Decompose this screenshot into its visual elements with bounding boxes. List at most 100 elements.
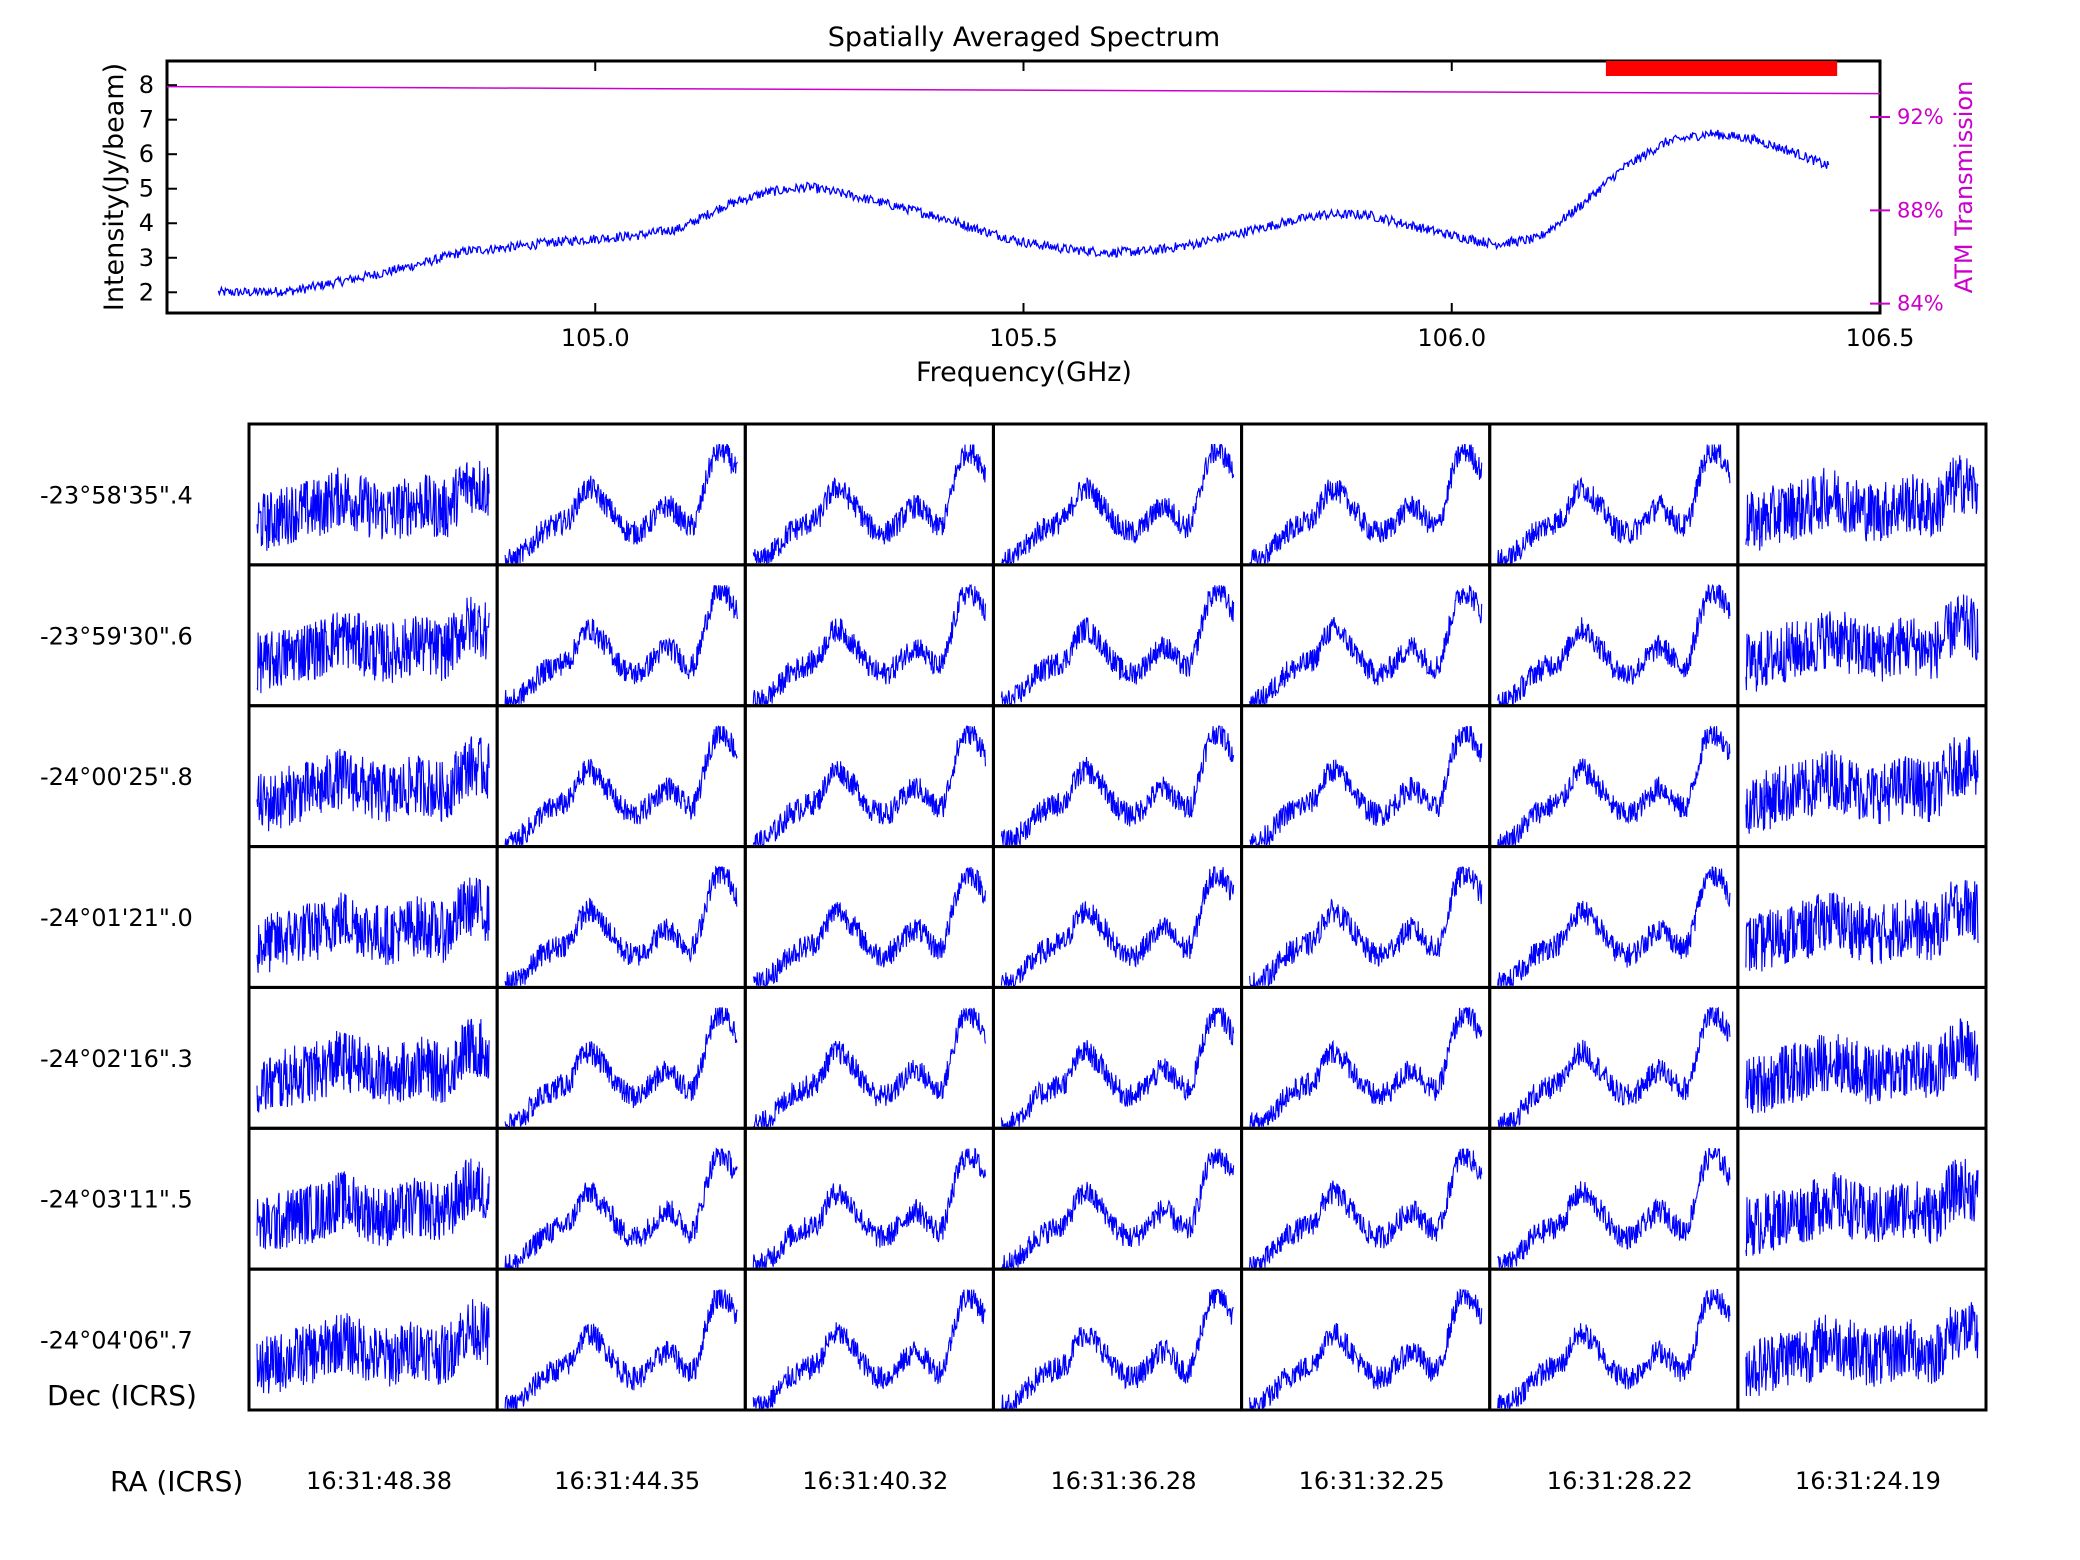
y-tick-label: 2	[139, 278, 154, 306]
x-tick-label: 106.5	[1846, 324, 1915, 352]
cell-spectrum	[1745, 594, 1979, 692]
cell-frame	[1488, 845, 1740, 989]
cell-spectrum	[256, 460, 490, 551]
cell-frame	[1240, 1126, 1492, 1271]
spectral-map-grid: -23°58'35".4 -23°59'30".6 -24°00'25".8 -24°…	[40, 422, 1988, 1498]
grid-cell	[1736, 1267, 1988, 1412]
grid-cell	[247, 1267, 499, 1412]
x-tick-group: 105.0 105.5 106.0 106.5	[561, 61, 1914, 352]
y-tick-label: 8	[139, 71, 154, 99]
cell-spectrum	[752, 866, 986, 987]
cell-spectrum	[504, 1147, 738, 1268]
cell-spectrum	[256, 736, 490, 832]
cell-spectrum	[1249, 585, 1483, 706]
cell-frame	[743, 422, 995, 567]
grid-cell	[991, 563, 1244, 708]
grid-cell	[1736, 1126, 1988, 1271]
cell-spectrum	[752, 583, 986, 705]
y-tick-label: 4	[139, 209, 154, 237]
cell-spectrum	[1000, 1007, 1235, 1129]
cell-frame	[1488, 1267, 1740, 1412]
grid-cell	[1240, 1126, 1492, 1271]
y2-tick-label: 92%	[1897, 105, 1944, 129]
y-tick-label: 5	[139, 175, 154, 203]
grid-cell	[1240, 985, 1492, 1130]
cell-spectrum	[752, 725, 986, 846]
y-tick-label: 7	[139, 106, 154, 134]
ra-tick-label: 16:31:44.35	[554, 1467, 700, 1495]
series-group	[166, 61, 1881, 298]
x-axis-label: Frequency(GHz)	[916, 357, 1132, 388]
grid-cell	[247, 1126, 499, 1271]
cell-frame	[991, 563, 1244, 708]
grid-cell	[1736, 422, 1988, 567]
grid-cell	[743, 1126, 995, 1271]
cell-spectrum	[1497, 1148, 1731, 1268]
cell-spectrum	[504, 585, 738, 706]
series-atm-transmission	[166, 85, 1881, 95]
y2-tick-group: 84% 88% 92%	[1870, 105, 1944, 316]
cell-spectrum	[1745, 1302, 1979, 1397]
cell-spectrum	[1249, 866, 1483, 988]
grid-cell	[743, 845, 995, 989]
x-tick-label: 106.0	[1417, 324, 1486, 352]
highlight-band	[1605, 61, 1838, 76]
averaged-spectrum-panel: Spatially Averaged Spectrum 105.0 105.5 10…	[99, 22, 1978, 388]
dec-tick-label: -24°02'16".3	[40, 1045, 193, 1073]
ra-tick-label: 16:31:36.28	[1051, 1467, 1197, 1495]
grid-cells	[247, 422, 1988, 1412]
cell-spectrum	[1497, 1006, 1731, 1128]
grid-cell	[1488, 704, 1740, 849]
plot-frame	[165, 59, 1882, 315]
cell-spectrum	[256, 596, 490, 694]
cell-spectrum	[1745, 1158, 1979, 1257]
cell-spectrum	[1497, 866, 1731, 987]
grid-cell	[1240, 422, 1492, 567]
grid-cell	[247, 422, 499, 567]
grid-cell	[247, 845, 499, 989]
grid-cell	[743, 563, 995, 708]
cell-spectrum	[256, 1299, 490, 1394]
cell-spectrum	[256, 1158, 490, 1250]
grid-cell	[495, 985, 747, 1130]
x-tick-label: 105.0	[561, 324, 630, 352]
grid-cell	[1736, 704, 1988, 849]
grid-cell	[1240, 563, 1492, 708]
grid-cell	[495, 563, 747, 708]
grid-cell	[1488, 845, 1740, 989]
dec-tick-label: -23°58'35".4	[40, 481, 193, 509]
ra-tick-label: 16:31:40.32	[802, 1467, 948, 1495]
y-tick-label: 6	[139, 140, 154, 168]
y2-tick-label: 88%	[1897, 198, 1944, 222]
grid-cell	[1240, 1267, 1492, 1412]
cell-spectrum	[753, 1007, 986, 1128]
cell-frame	[743, 1267, 995, 1412]
dec-tick-label: -24°01'21".0	[40, 904, 193, 932]
cell-spectrum	[1249, 1288, 1483, 1410]
cell-spectrum	[1745, 880, 1979, 972]
grid-cell	[1240, 845, 1492, 989]
grid-cell	[1488, 422, 1740, 567]
y-tick-group: 2 3 4 5 6 7 8	[139, 71, 177, 306]
cell-spectrum	[1249, 1007, 1483, 1128]
grid-cell	[743, 1267, 995, 1412]
cell-spectrum	[1000, 866, 1235, 987]
cell-spectrum	[1001, 1289, 1234, 1409]
cell-spectrum	[1497, 1289, 1731, 1409]
grid-cell	[1240, 704, 1492, 849]
grid-cell	[1488, 563, 1740, 708]
y-axis-label: Intensity(Jy/beam)	[99, 63, 130, 311]
grid-cell	[495, 1267, 747, 1412]
dec-tick-label: -24°04'06".7	[40, 1327, 193, 1355]
cell-spectrum	[1745, 455, 1979, 551]
dec-tick-label: -24°00'25".8	[40, 763, 193, 791]
cell-spectrum	[752, 1147, 986, 1270]
cell-spectrum	[256, 1018, 490, 1113]
chart-title: Spatially Averaged Spectrum	[828, 22, 1220, 53]
grid-cell	[1736, 985, 1988, 1130]
grid-cell	[743, 985, 995, 1130]
grid-cell	[991, 422, 1244, 567]
cell-spectrum	[1249, 726, 1483, 847]
cell-spectrum	[1497, 583, 1731, 705]
